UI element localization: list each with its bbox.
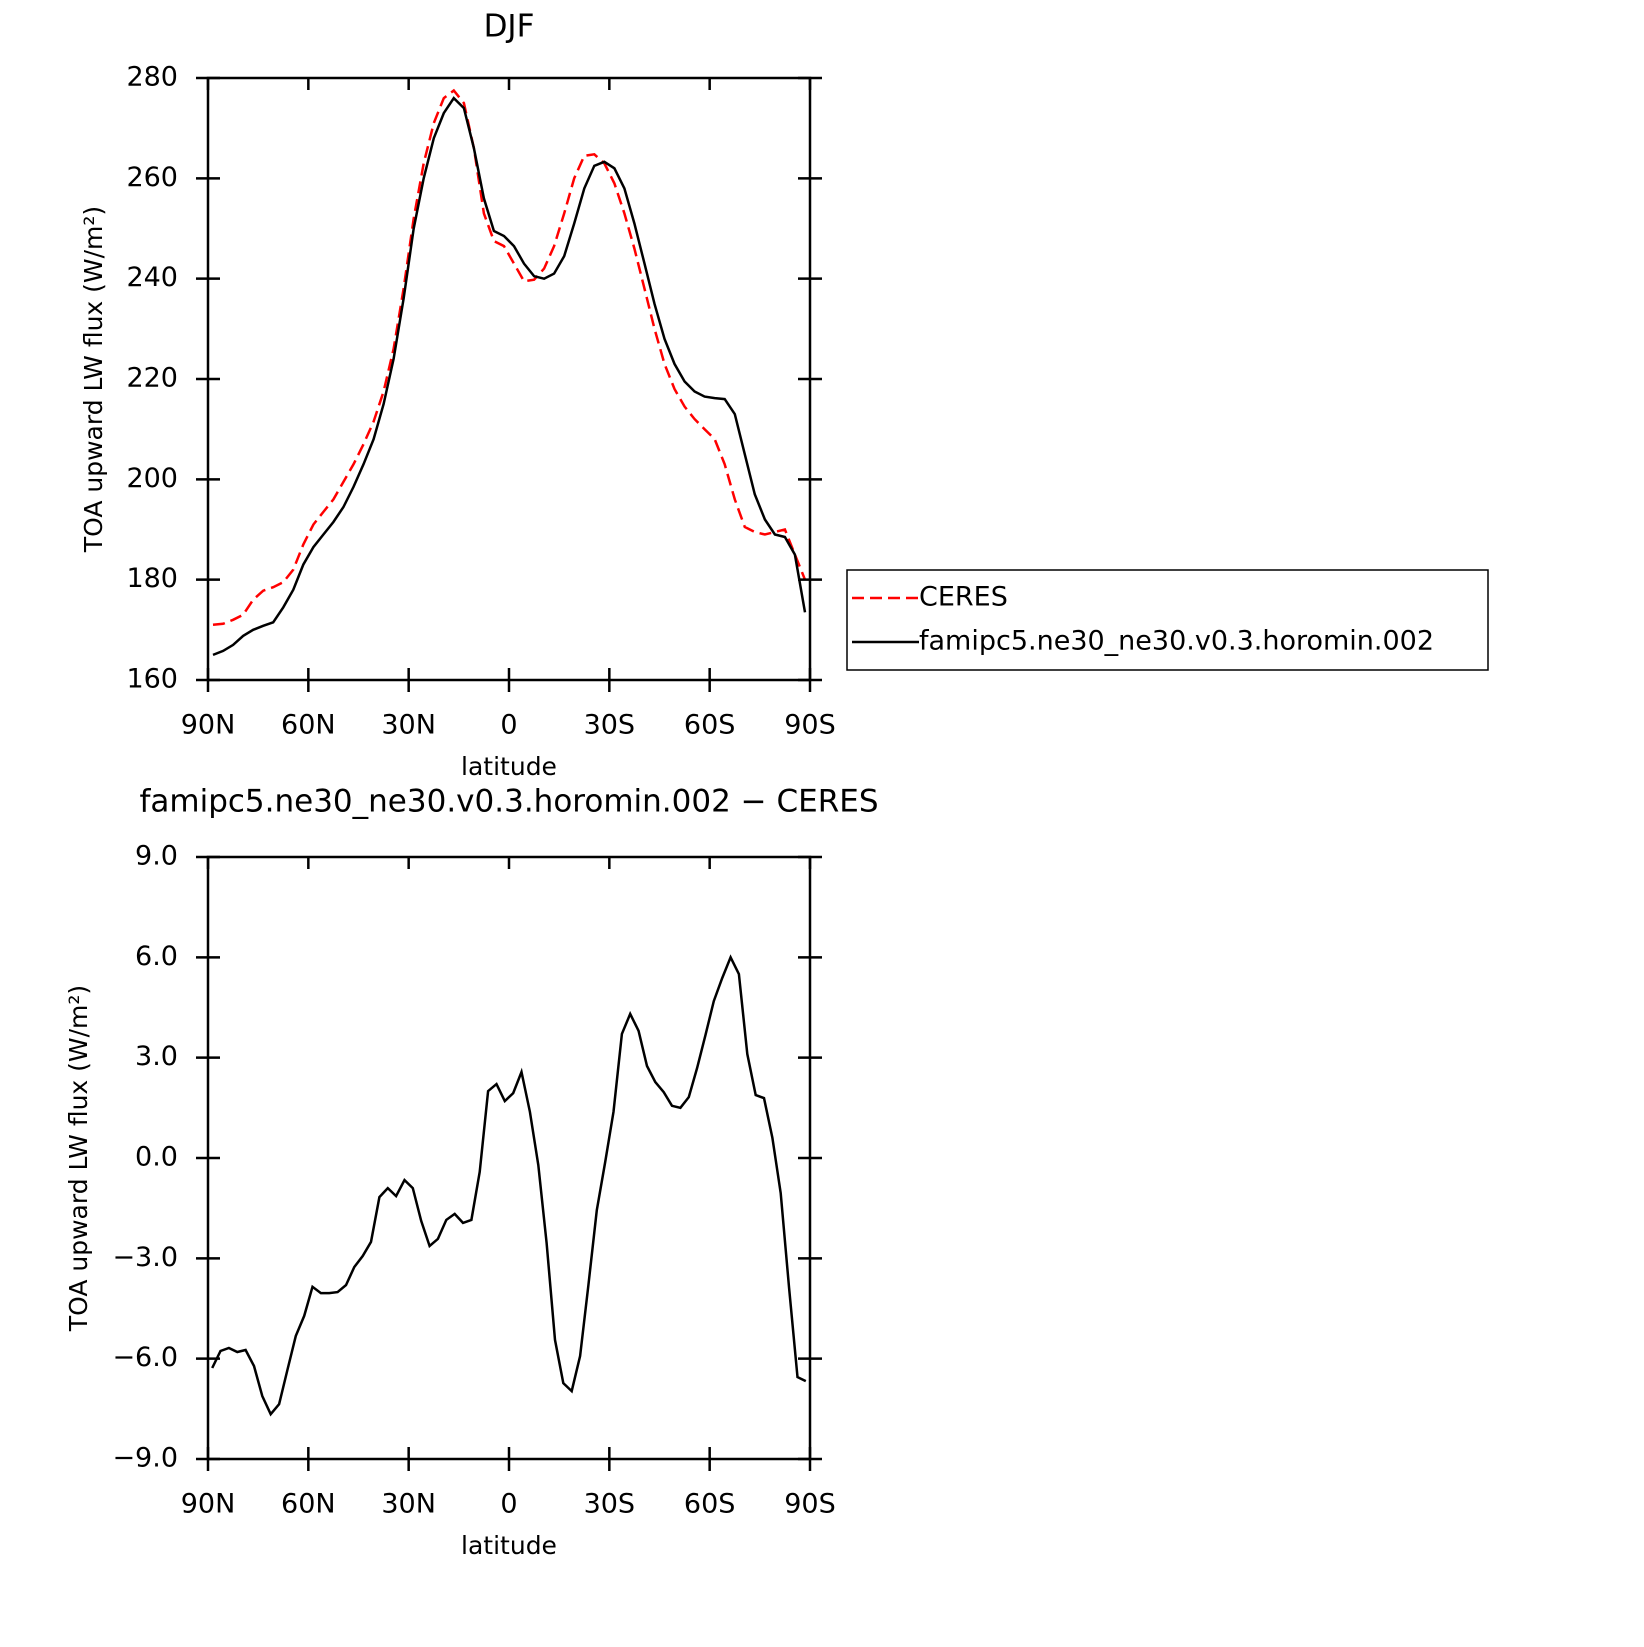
- legend-box: [846, 569, 1489, 671]
- data-line: [212, 96, 807, 657]
- x-tick-label: 90N: [181, 1489, 236, 1520]
- chart-title: DJF: [484, 9, 535, 45]
- x-tick-label: 60N: [281, 1489, 336, 1520]
- x-tick-label: 30S: [584, 1489, 636, 1520]
- y-tick-label: 9.0: [135, 841, 178, 872]
- x-tick-label: 60S: [684, 1489, 736, 1520]
- y-tick-label: −6.0: [112, 1342, 178, 1373]
- y-tick-label: 220: [126, 363, 178, 394]
- plot: famipc5.ne30_ne30.v0.3.horomin.002 − CER…: [64, 784, 879, 1561]
- y-axis-label: TOA upward LW flux (W/m²): [64, 985, 93, 1332]
- chart-title: famipc5.ne30_ne30.v0.3.horomin.002 − CER…: [139, 784, 878, 820]
- legend-label: famipc5.ne30_ne30.v0.3.horomin.002: [919, 626, 1434, 657]
- y-tick-label: 240: [126, 262, 178, 293]
- y-tick-label: 160: [126, 664, 178, 695]
- y-tick-label: −9.0: [112, 1443, 178, 1474]
- y-tick-label: 0.0: [135, 1142, 178, 1173]
- y-tick-label: 260: [126, 162, 178, 193]
- x-tick-label: 30N: [381, 1489, 436, 1520]
- x-tick-label: 60S: [684, 710, 736, 741]
- plot-frame: [206, 855, 812, 1461]
- y-tick-label: −3.0: [112, 1242, 178, 1273]
- x-tick-label: 90S: [784, 1489, 836, 1520]
- x-tick-label: 30S: [584, 710, 636, 741]
- plot: DJF latitude TOA upward LW flux (W/m²) 160 1…: [79, 9, 1489, 781]
- y-tick-label: 280: [126, 62, 178, 93]
- x-tick-label: 0: [500, 1489, 517, 1520]
- y-tick-label: 180: [126, 563, 178, 594]
- x-tick-label: 0: [500, 710, 517, 741]
- x-axis-label: latitude: [461, 752, 557, 781]
- x-tick-label: 90N: [181, 710, 236, 741]
- legend: CERES famipc5.ne30_ne30.v0.3.horomin.002: [846, 569, 1489, 671]
- data-line: [211, 954, 807, 1417]
- x-axis-label: latitude: [461, 1531, 557, 1560]
- plot-frame: [206, 76, 812, 682]
- y-tick-label: 200: [126, 463, 178, 494]
- y-tick-label: 3.0: [135, 1041, 178, 1072]
- legend-label: CERES: [919, 582, 1008, 613]
- x-tick-label: 30N: [381, 710, 436, 741]
- x-tick-label: 90S: [784, 710, 836, 741]
- y-tick-label: 6.0: [135, 941, 178, 972]
- x-tick-label: 60N: [281, 710, 336, 741]
- y-axis-label: TOA upward LW flux (W/m²): [79, 206, 108, 553]
- data-line: [212, 88, 807, 627]
